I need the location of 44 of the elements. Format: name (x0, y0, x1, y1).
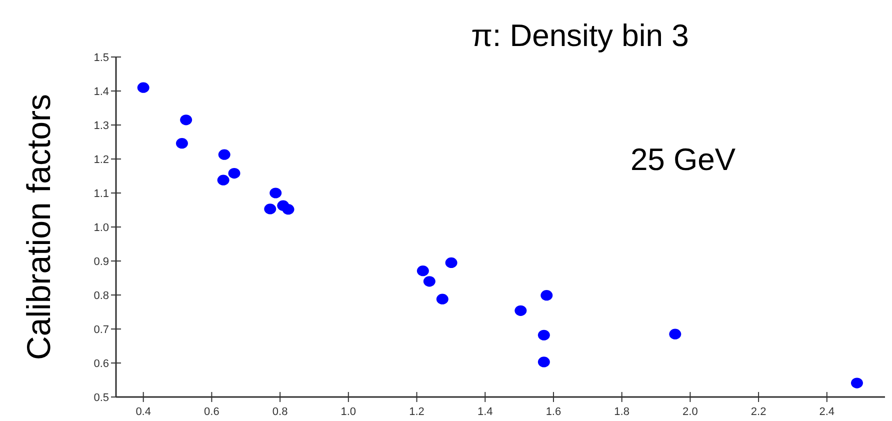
point (282, 204, 294, 215)
point (264, 204, 276, 214)
y-tick-label: 0.8 (94, 290, 109, 302)
y-tick-label: 1.5 (94, 52, 109, 64)
point (540, 290, 553, 301)
point (416, 266, 429, 276)
point (514, 305, 527, 316)
point (445, 257, 458, 268)
point (436, 294, 448, 304)
y-tick-label: 0.6 (94, 358, 109, 370)
y-tick-label: 1.3 (94, 120, 109, 132)
y-tick-label: 1.0 (94, 222, 109, 234)
point (176, 138, 188, 149)
point (538, 330, 550, 340)
point (270, 188, 282, 198)
point (217, 174, 230, 186)
x-tick-label: 2.0 (682, 406, 698, 418)
x-tick-label: 1.6 (546, 406, 562, 418)
point (137, 82, 150, 93)
x-tick-label: 0.6 (204, 406, 220, 418)
y-tick-label: 1.1 (94, 188, 109, 200)
x-tick-label: 1.4 (477, 406, 493, 418)
x-tick-label: 0.8 (272, 406, 288, 418)
y-tick-label: 0.5 (94, 392, 109, 404)
y-tick-label: 0.9 (94, 256, 109, 268)
point (218, 149, 230, 160)
point (423, 276, 436, 287)
x-tick-label: 2.4 (819, 406, 835, 418)
x-tick-label: 2.2 (750, 406, 766, 418)
y-tick-label: 1.2 (94, 154, 109, 166)
x-tick-label: 1.0 (340, 406, 356, 418)
point (850, 378, 863, 388)
chart-title: π: Density bin 3 (471, 18, 689, 53)
x-tick-label: 1.8 (614, 406, 630, 418)
y-axis-title: Calibration factors (20, 94, 57, 360)
x-tick-label: 1.2 (409, 406, 424, 418)
y-tick-label: 0.7 (94, 324, 109, 336)
annotation: 25 GeV (630, 142, 736, 177)
point (180, 114, 192, 126)
point (669, 328, 682, 340)
point (538, 356, 550, 368)
y-tick-label: 1.4 (94, 86, 109, 98)
point (228, 168, 240, 179)
x-tick-label: 0.4 (136, 406, 151, 418)
